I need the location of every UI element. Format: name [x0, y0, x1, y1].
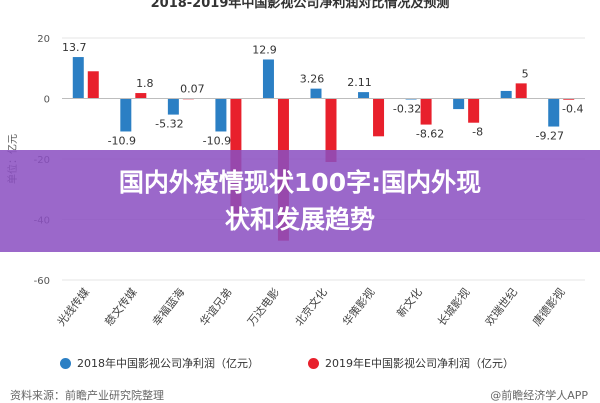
- data-label: 12.9: [252, 43, 277, 56]
- data-label: -10.9: [108, 134, 136, 147]
- bar-2018: [310, 88, 322, 99]
- x-tick-label: 欢瑞世纪: [482, 285, 520, 328]
- x-tick-label: 唐德影视: [529, 285, 567, 328]
- bar-2019: [468, 98, 480, 123]
- bar-2018: [215, 98, 227, 132]
- data-label: -8.62: [416, 128, 444, 141]
- headline-line-1: 国内外疫情现状100字:国内外现: [118, 168, 482, 197]
- x-tick-label: 幸福蓝海: [149, 285, 187, 328]
- x-tick-label: 华谊兄弟: [197, 285, 235, 328]
- bar-2018: [453, 98, 465, 110]
- headline-banner: 国内外疫情现状100字:国内外现 状和发展趋势: [0, 150, 600, 252]
- data-label: -10.9: [203, 134, 231, 147]
- bar-2019: [515, 83, 527, 99]
- data-label: -8: [472, 126, 483, 139]
- chart-title: 2018-2019年中国影视公司净利润对比情况及预测: [150, 0, 450, 11]
- data-label: -0.4: [562, 103, 583, 116]
- chart-legend: 2018年中国影视公司净利润（亿元） 2019年E中国影视公司净利润（亿元）: [0, 355, 600, 375]
- data-label: 0.07: [180, 82, 205, 95]
- y-tick-label: -60: [34, 276, 50, 287]
- bar-2019: [87, 71, 99, 99]
- bar-2018: [358, 92, 370, 99]
- y-tick-label: 0: [44, 95, 50, 106]
- data-source: 资料来源：前瞻产业研究院整理: [10, 389, 164, 402]
- bar-2018: [167, 98, 179, 115]
- data-label: -9.27: [535, 130, 563, 143]
- bar-2019: [325, 98, 337, 163]
- data-label: -0.32: [393, 102, 421, 115]
- data-label: 2.11: [347, 76, 372, 89]
- bar-2018: [120, 98, 132, 132]
- x-tick-label: 华策影视: [339, 285, 377, 328]
- y-tick-label: 20: [37, 34, 50, 45]
- bar-2018: [262, 59, 274, 99]
- bar-2018: [72, 57, 84, 99]
- bar-2018: [500, 90, 512, 99]
- legend-item-2018: 2018年中国影视公司净利润（亿元）: [60, 355, 259, 371]
- data-label: -5.32: [155, 118, 183, 131]
- legend-label-2019: 2019年E中国影视公司净利润（亿元）: [325, 357, 514, 370]
- bar-2018: [548, 98, 560, 127]
- data-label: 3.26: [300, 73, 325, 86]
- headline-text: 国内外疫情现状100字:国内外现 状和发展趋势: [40, 164, 560, 238]
- bar-2019: [563, 98, 575, 100]
- data-label: 13.7: [62, 41, 87, 54]
- legend-label-2018: 2018年中国影视公司净利润（亿元）: [77, 357, 259, 370]
- bar-2019: [373, 98, 385, 137]
- footer: 资料来源：前瞻产业研究院整理 @前瞻经济学人APP: [0, 385, 600, 402]
- legend-marker-2019: [308, 357, 319, 369]
- x-tick-label: 光线传媒: [54, 285, 92, 328]
- bar-2019: [420, 98, 432, 125]
- legend-item-2019: 2019年E中国影视公司净利润（亿元）: [308, 355, 514, 371]
- x-tick-label: 新文化: [394, 285, 425, 320]
- data-label: 5: [522, 67, 529, 80]
- legend-marker-2018: [60, 357, 71, 369]
- x-tick-label: 万达电影: [245, 286, 282, 329]
- brand-credit: @前瞻经济学人APP: [490, 389, 588, 402]
- data-label: 1.8: [136, 77, 154, 90]
- x-tick-label: 慈文传媒: [102, 285, 140, 328]
- x-tick-label: 长城影视: [434, 285, 472, 328]
- bar-2019: [135, 93, 147, 99]
- x-tick-label: 北京文化: [292, 285, 330, 328]
- headline-line-2: 状和发展趋势: [224, 205, 375, 234]
